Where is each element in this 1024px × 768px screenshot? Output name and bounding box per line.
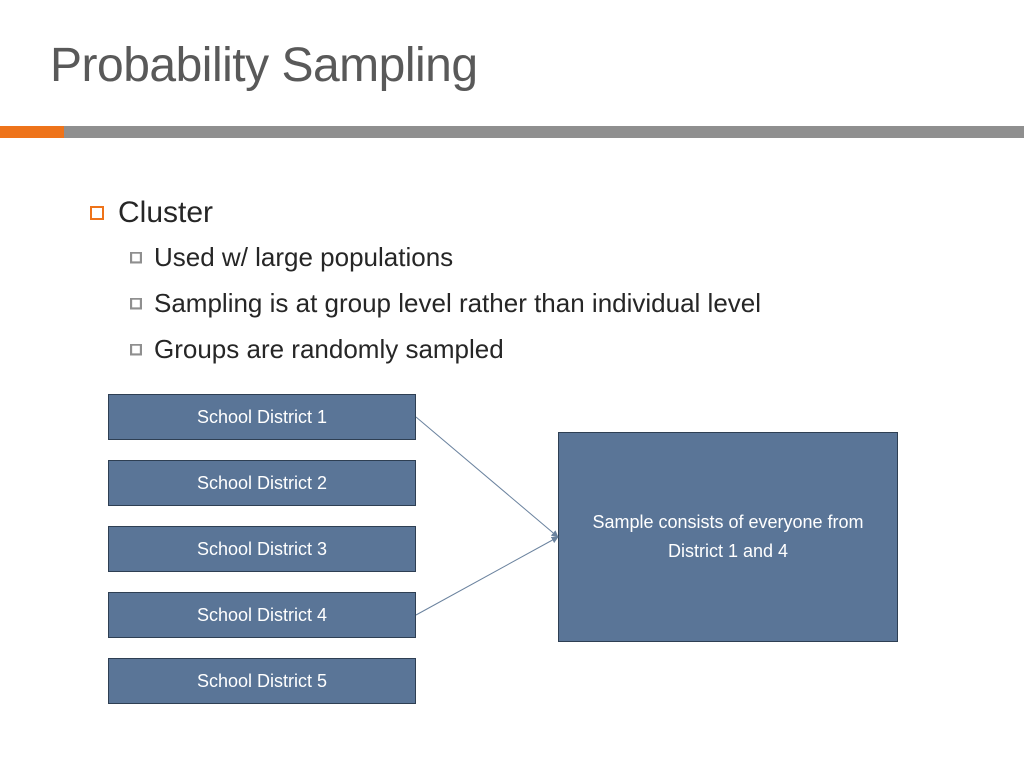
bullet1-text: Cluster — [118, 196, 213, 230]
district-box-5: School District 5 — [108, 658, 416, 704]
bullet2-text: Sampling is at group level rather than i… — [154, 288, 761, 319]
district-label: School District 2 — [197, 473, 327, 494]
sample-box-text: Sample consists of everyone from Distric… — [577, 508, 879, 566]
bullet2-marker-icon — [130, 298, 142, 310]
bullet2-marker-icon — [130, 252, 142, 264]
arrow-icon — [416, 537, 558, 615]
district-label: School District 3 — [197, 539, 327, 560]
bullet-sub-3: Groups are randomly sampled — [130, 334, 504, 365]
bullet2-text: Groups are randomly sampled — [154, 334, 504, 365]
bullet2-marker-icon — [130, 344, 142, 356]
district-box-4: School District 4 — [108, 592, 416, 638]
bullet-sub-2: Sampling is at group level rather than i… — [130, 288, 761, 319]
title-rule-orange — [0, 126, 64, 138]
diagram-arrows — [0, 0, 1024, 768]
slide: Probability Sampling Cluster Used w/ lar… — [0, 0, 1024, 768]
bullet-cluster: Cluster — [90, 196, 213, 230]
bullet2-text: Used w/ large populations — [154, 242, 453, 273]
district-label: School District 5 — [197, 671, 327, 692]
district-box-3: School District 3 — [108, 526, 416, 572]
district-label: School District 1 — [197, 407, 327, 428]
arrow-icon — [416, 417, 558, 537]
title-rule-gray — [0, 126, 1024, 138]
sample-box: Sample consists of everyone from Distric… — [558, 432, 898, 642]
bullet-sub-1: Used w/ large populations — [130, 242, 453, 273]
district-label: School District 4 — [197, 605, 327, 626]
bullet1-marker-icon — [90, 206, 104, 220]
slide-title: Probability Sampling — [50, 38, 478, 93]
district-box-2: School District 2 — [108, 460, 416, 506]
district-box-1: School District 1 — [108, 394, 416, 440]
